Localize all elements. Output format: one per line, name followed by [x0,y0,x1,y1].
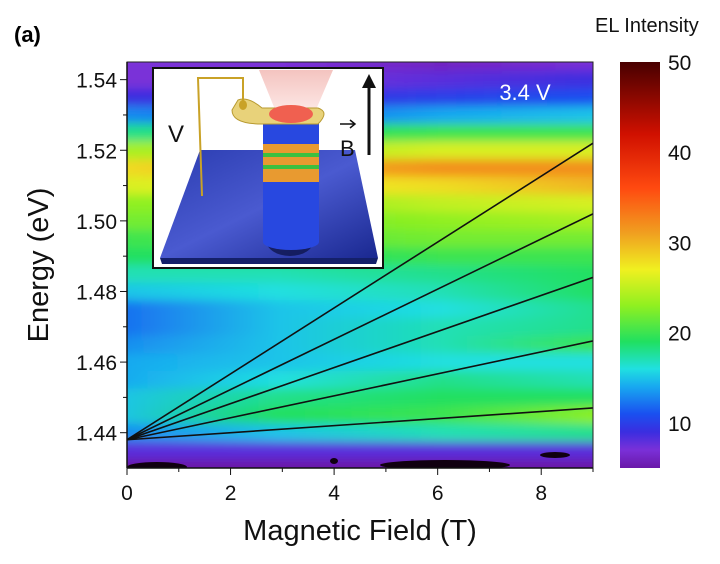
y-tick-label: 1.54 [76,70,117,93]
emission-spot [269,105,313,123]
vector-arrow-icon [340,119,357,129]
fit-line [127,407,593,441]
y-axis-label: Energy (eV) [23,188,55,343]
colorbar-tick-label: 40 [668,142,691,165]
low-signal-patch [330,458,338,464]
y-tick-label: 1.50 [76,211,117,234]
emission-cone [259,70,333,112]
fit-line [127,340,593,441]
heatmap-row [127,406,593,425]
heatmap-row [127,441,593,461]
stripe-orange [263,144,319,182]
colorbar-tick-label: 10 [668,413,691,436]
x-axis-label: Magnetic Field (T) [243,515,477,547]
heatmap-row [127,62,593,72]
heatmap-row [127,423,593,443]
x-tick-label: 6 [432,482,444,505]
y-tick-label: 1.46 [76,352,117,375]
x-tick-label: 4 [328,482,340,505]
colorbar [620,62,660,468]
voltage-label: V [168,121,184,148]
colorbar-tick-label: 50 [668,52,691,75]
y-tick-label: 1.48 [76,281,117,304]
fit-line [127,142,593,441]
heatmap-row [127,353,593,372]
colorbar-tick-label: 20 [668,323,691,346]
x-tick-label: 8 [535,482,547,505]
colorbar-title: EL Intensity [595,15,699,37]
heatmap-row [127,335,593,355]
y-tick-label: 1.52 [76,140,117,163]
low-signal-patch [540,452,570,458]
fit-line [127,276,593,441]
heatmap-row [127,300,593,319]
heatmap-row [127,388,593,408]
y-tick-label: 1.44 [76,423,117,446]
heatmap-row [127,370,593,390]
low-signal-patch [380,460,510,468]
device-inset: V B [152,67,384,269]
panel-label: (a) [14,22,41,47]
voltage-annotation: 3.4 V [499,80,551,105]
colorbar-tick-label: 30 [668,232,691,255]
x-tick-label: 2 [225,482,237,505]
x-tick-label: 0 [121,482,133,505]
wire [196,77,244,197]
heatmap-row [127,459,593,468]
fit-line [127,213,593,441]
low-signal-patch [127,462,187,468]
field-label: B [340,136,355,161]
